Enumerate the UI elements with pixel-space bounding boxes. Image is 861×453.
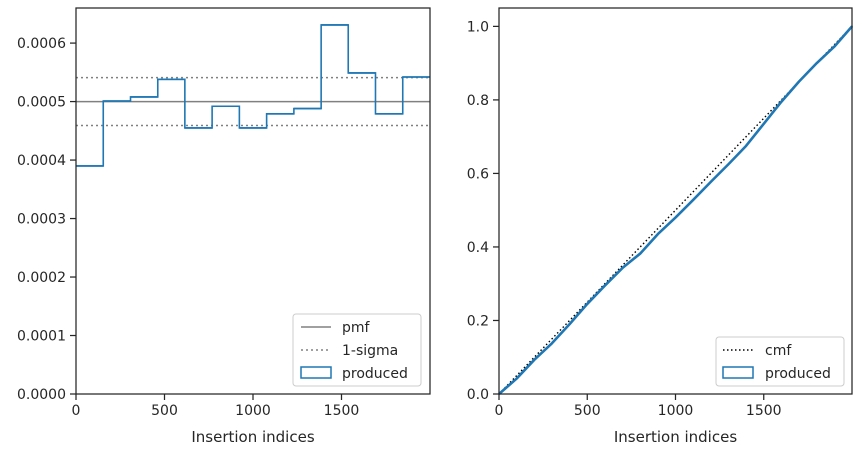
left-ytick-label-3: 0.0003 — [17, 212, 66, 228]
produced-point-6 — [604, 284, 606, 287]
legend-cum-produced-label: produced — [765, 366, 831, 382]
left-ytick-label-2: 0.0002 — [17, 270, 66, 286]
legend-sigma-label: 1-sigma — [342, 343, 398, 359]
right-xtick-label-2: 1000 — [658, 403, 694, 419]
right-ytick-label-2: 0.4 — [467, 240, 489, 256]
produced-point-17 — [798, 80, 800, 83]
left-legend-box — [292, 313, 422, 387]
left-xtick-label-2: 1000 — [235, 403, 271, 419]
produced-point-19 — [833, 45, 836, 48]
right-ytick-label-4: 0.8 — [467, 93, 489, 109]
right-ytick-label-1: 0.2 — [467, 313, 489, 329]
produced-point-14 — [745, 144, 747, 147]
right-ytick-label-5: 1.0 — [467, 19, 489, 35]
produced-point-13 — [727, 163, 730, 166]
left-chart-panel: 0 500 1000 1500 0.0000 0.0001 0.0002 0.0003 0.00… — [17, 7, 431, 446]
right-legend: cmf produced — [715, 336, 845, 387]
left-legend: pmf 1-sigma produced — [292, 313, 422, 387]
produced-point-12 — [709, 180, 712, 183]
produced-point-16 — [780, 100, 783, 103]
legend-pmf-label: pmf — [342, 320, 371, 336]
produced-point-7 — [621, 267, 624, 269]
right-xtick-label-1: 500 — [574, 403, 601, 419]
right-plot-frame — [498, 7, 853, 395]
produced-step-line — [76, 24, 430, 167]
legend-cmf-label: cmf — [765, 343, 792, 359]
left-ytick-label-6: 0.0006 — [17, 36, 66, 52]
produced-point-8 — [639, 252, 642, 255]
legend-produced-swatch — [300, 366, 332, 379]
right-xtick-label-3: 1500 — [746, 403, 782, 419]
produced-point-4 — [568, 323, 571, 326]
left-xtick-label-1: 500 — [151, 403, 178, 419]
right-xaxis-label: Insertion indices — [614, 428, 737, 446]
produced-point-2 — [533, 358, 536, 361]
right-xtick-label-0: 0 — [495, 403, 504, 419]
produced-point-15 — [762, 122, 765, 125]
legend-cum-produced-swatch — [722, 366, 754, 379]
right-chart-panel: 0 500 1000 1500 0.0 0.2 0.4 0.6 0.8 1.0 Insertion … — [467, 7, 853, 446]
right-ytick-label-3: 0.6 — [467, 166, 489, 182]
produced-point-5 — [586, 303, 589, 305]
produced-point-10 — [674, 216, 677, 219]
left-xtick-label-0: 0 — [72, 403, 81, 419]
left-ytick-label-4: 0.0004 — [17, 153, 66, 169]
legend-produced-label: produced — [342, 366, 408, 382]
left-xaxis-label: Insertion indices — [191, 428, 314, 446]
left-ytick-label-1: 0.0001 — [17, 329, 66, 345]
left-ytick-label-5: 0.0005 — [17, 95, 66, 111]
right-legend-box — [715, 336, 845, 387]
produced-point-1 — [515, 377, 518, 380]
produced-point-18 — [815, 62, 818, 65]
produced-point-3 — [551, 342, 553, 345]
left-ytick-label-0: 0.0000 — [17, 387, 66, 403]
left-xtick-label-3: 1500 — [324, 403, 360, 419]
right-ytick-label-0: 0.0 — [467, 387, 489, 403]
produced-point-11 — [692, 198, 695, 201]
produced-point-9 — [656, 233, 659, 235]
